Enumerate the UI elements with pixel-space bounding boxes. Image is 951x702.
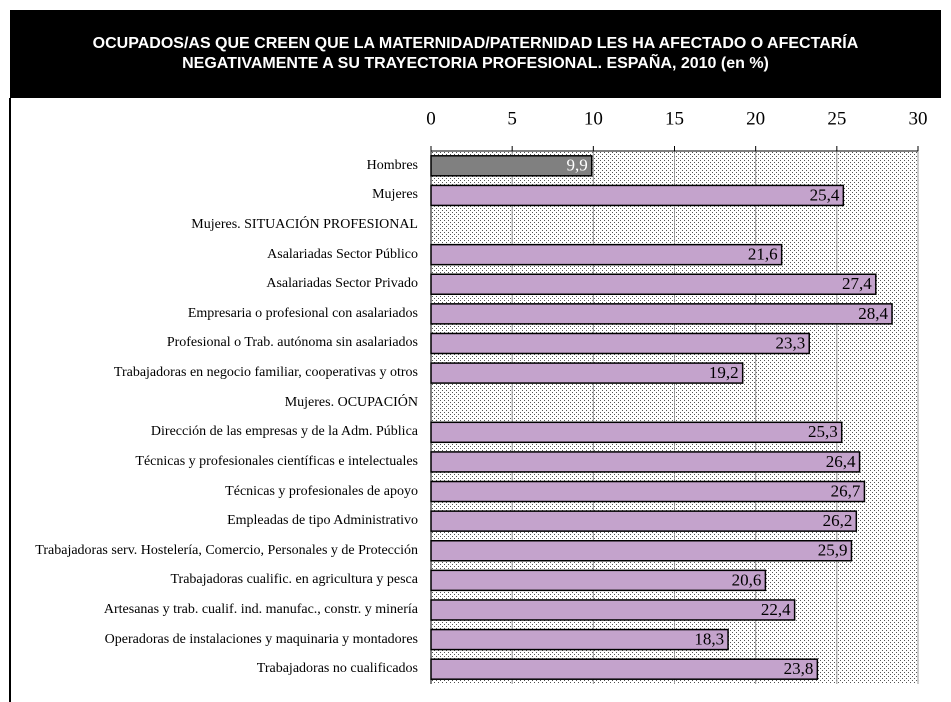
bar	[430, 569, 767, 592]
category-label: Mujeres. OCUPACIÓN	[284, 394, 418, 410]
bar	[430, 540, 853, 562]
category-label: Técnicas y profesionales científicas e i…	[135, 453, 418, 469]
category-label: Trabajadoras serv. Hostelería, Comercio,…	[35, 542, 418, 558]
value-label: 25,4	[810, 185, 840, 204]
category-label: Técnicas y profesionales de apoyo	[225, 483, 418, 499]
bar	[430, 421, 843, 444]
x-tick-label: 25	[827, 108, 846, 129]
value-label: 27,4	[842, 274, 872, 293]
category-label: Artesanas y trab. cualif. ind. manufac.,…	[103, 601, 418, 617]
value-label: 23,8	[784, 659, 814, 678]
bar	[430, 243, 783, 266]
bar	[430, 155, 593, 177]
value-label: 19,2	[709, 363, 739, 382]
category-label: Mujeres	[372, 187, 418, 203]
value-label: 21,6	[748, 245, 778, 264]
bar	[430, 658, 819, 680]
x-tick-label: 30	[909, 108, 928, 129]
bar	[430, 184, 845, 207]
value-label: 26,4	[826, 452, 856, 471]
category-label: Dirección de las empresas y de la Adm. P…	[150, 424, 418, 440]
category-label: Trabajadoras cualific. en agricultura y …	[170, 572, 419, 588]
bar	[430, 510, 858, 532]
title-box: OCUPADOS/AS QUE CREEN QUE LA MATERNIDAD/…	[10, 10, 941, 98]
category-label: Asalariadas Sector Privado	[266, 276, 418, 292]
value-label: 26,2	[823, 511, 853, 530]
value-label: 25,9	[818, 541, 848, 560]
category-label: Empleadas de tipo Administrativo	[227, 513, 418, 529]
bar	[430, 480, 866, 503]
value-label: 9,9	[566, 156, 587, 175]
x-tick-label: 15	[665, 108, 684, 129]
category-label: Mujeres. SITUACIÓN PROFESIONAL	[191, 217, 418, 233]
value-label: 22,4	[761, 600, 791, 619]
chart-title: OCUPADOS/AS QUE CREEN QUE LA MATERNIDAD/…	[92, 35, 859, 72]
x-tick-label: 5	[507, 108, 517, 129]
value-label: 23,3	[775, 333, 805, 352]
category-label: Operadoras de instalaciones y maquinaria…	[104, 631, 418, 647]
x-tick-label: 10	[584, 108, 603, 129]
bar	[430, 362, 744, 384]
bar	[430, 628, 729, 651]
bar	[430, 599, 796, 621]
category-label: Trabajadoras no cualificados	[256, 661, 418, 677]
value-label: 28,4	[858, 304, 888, 323]
bar	[430, 273, 877, 295]
bar	[430, 332, 810, 355]
value-label: 20,6	[732, 570, 762, 589]
x-tick-label: 0	[426, 108, 436, 129]
category-label: Profesional o Trab. autónoma sin asalari…	[166, 335, 418, 351]
x-tick-label: 20	[746, 108, 765, 129]
category-label: Empresaria o profesional con asalariados	[187, 305, 418, 321]
category-label: Hombres	[366, 157, 418, 173]
value-label: 26,7	[831, 481, 861, 500]
value-label: 18,3	[694, 629, 724, 648]
value-label: 25,3	[808, 422, 838, 441]
category-label: Trabajadoras en negocio familiar, cooper…	[113, 365, 418, 381]
bar	[430, 451, 861, 473]
bar	[430, 303, 893, 325]
category-label: Asalariadas Sector Público	[267, 246, 418, 262]
